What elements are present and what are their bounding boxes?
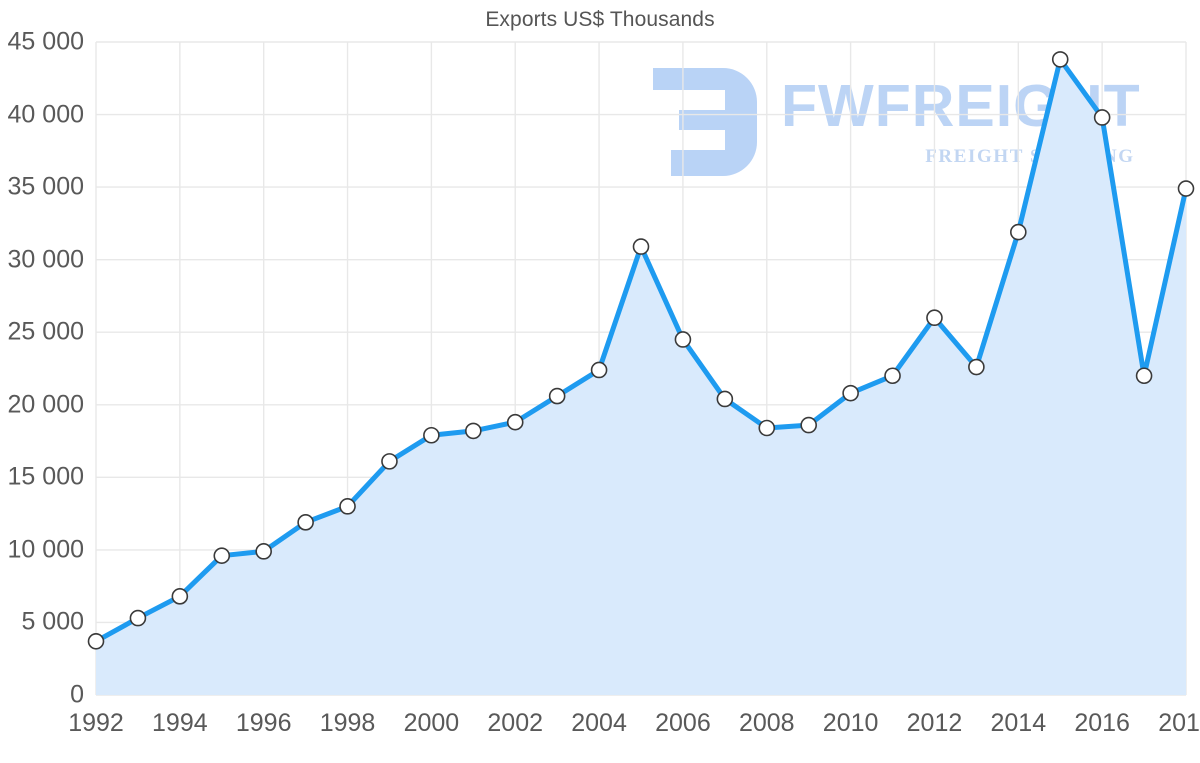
x-axis-tick-label: 2002 (487, 709, 544, 737)
data-point-marker[interactable] (339, 498, 356, 515)
y-axis-tick-label: 10 000 (7, 535, 84, 564)
y-axis-tick-label: 45 000 (7, 27, 84, 56)
x-axis-tick-label: 1998 (319, 709, 376, 737)
x-axis-tick-label: 1994 (152, 709, 208, 737)
data-point-marker[interactable] (1177, 180, 1195, 197)
x-axis-tick-label: 2008 (738, 709, 795, 737)
data-point-marker[interactable] (800, 416, 817, 434)
y-axis-tick-label: 15 000 (7, 462, 84, 491)
x-axis-tick-label: 2004 (571, 709, 627, 737)
y-axis-tick-label: 0 (70, 680, 84, 709)
data-point-marker[interactable] (423, 426, 440, 444)
data-point-marker[interactable] (548, 387, 566, 405)
data-point-marker[interactable] (465, 422, 482, 440)
x-axis-tick-label: 2018 (1158, 709, 1200, 737)
x-axis-tick-label: 2006 (655, 709, 711, 737)
area-fill (96, 59, 1186, 696)
data-point-marker[interactable] (255, 543, 272, 560)
y-axis-tick-label: 5 000 (21, 607, 84, 636)
y-axis-tick-label: 25 000 (7, 317, 84, 346)
data-point-marker[interactable] (716, 390, 734, 408)
x-axis-tick-label: 2014 (990, 709, 1047, 737)
data-point-marker[interactable] (968, 358, 985, 376)
data-point-marker[interactable] (632, 238, 650, 255)
data-point-marker[interactable] (1010, 223, 1027, 241)
data-point-marker[interactable] (87, 633, 105, 650)
data-point-marker[interactable] (842, 384, 859, 402)
data-point-marker[interactable] (674, 331, 692, 348)
x-axis-tick-label: 1992 (68, 709, 124, 737)
data-point-marker[interactable] (297, 514, 314, 531)
x-axis-tick-label: 2016 (1074, 709, 1130, 737)
data-point-marker[interactable] (590, 361, 608, 379)
y-axis-tick-label: 40 000 (7, 100, 84, 129)
x-axis-tick-label: 1996 (235, 709, 292, 737)
data-point-marker[interactable] (129, 609, 147, 627)
chart-title: Exports US$ Thousands (485, 8, 715, 31)
data-point-marker[interactable] (758, 419, 776, 437)
x-axis-tick-label: 2000 (403, 709, 460, 737)
y-axis-tick-label: 35 000 (7, 172, 84, 201)
data-point-markers (87, 51, 1195, 650)
y-axis-tick-label: 20 000 (7, 390, 84, 419)
data-point-marker[interactable] (1135, 367, 1153, 385)
data-point-marker[interactable] (884, 367, 901, 385)
data-point-marker[interactable] (171, 588, 189, 605)
data-point-marker[interactable] (926, 309, 943, 327)
data-point-marker[interactable] (381, 453, 398, 470)
data-point-marker[interactable] (1093, 109, 1111, 126)
x-axis-tick-label: 2010 (822, 709, 879, 737)
data-point-marker[interactable] (1051, 51, 1069, 68)
x-axis-tick-label: 2012 (906, 709, 963, 737)
data-point-marker[interactable] (213, 547, 231, 564)
data-point-marker[interactable] (506, 413, 524, 431)
y-axis-tick-label: 30 000 (7, 245, 84, 274)
